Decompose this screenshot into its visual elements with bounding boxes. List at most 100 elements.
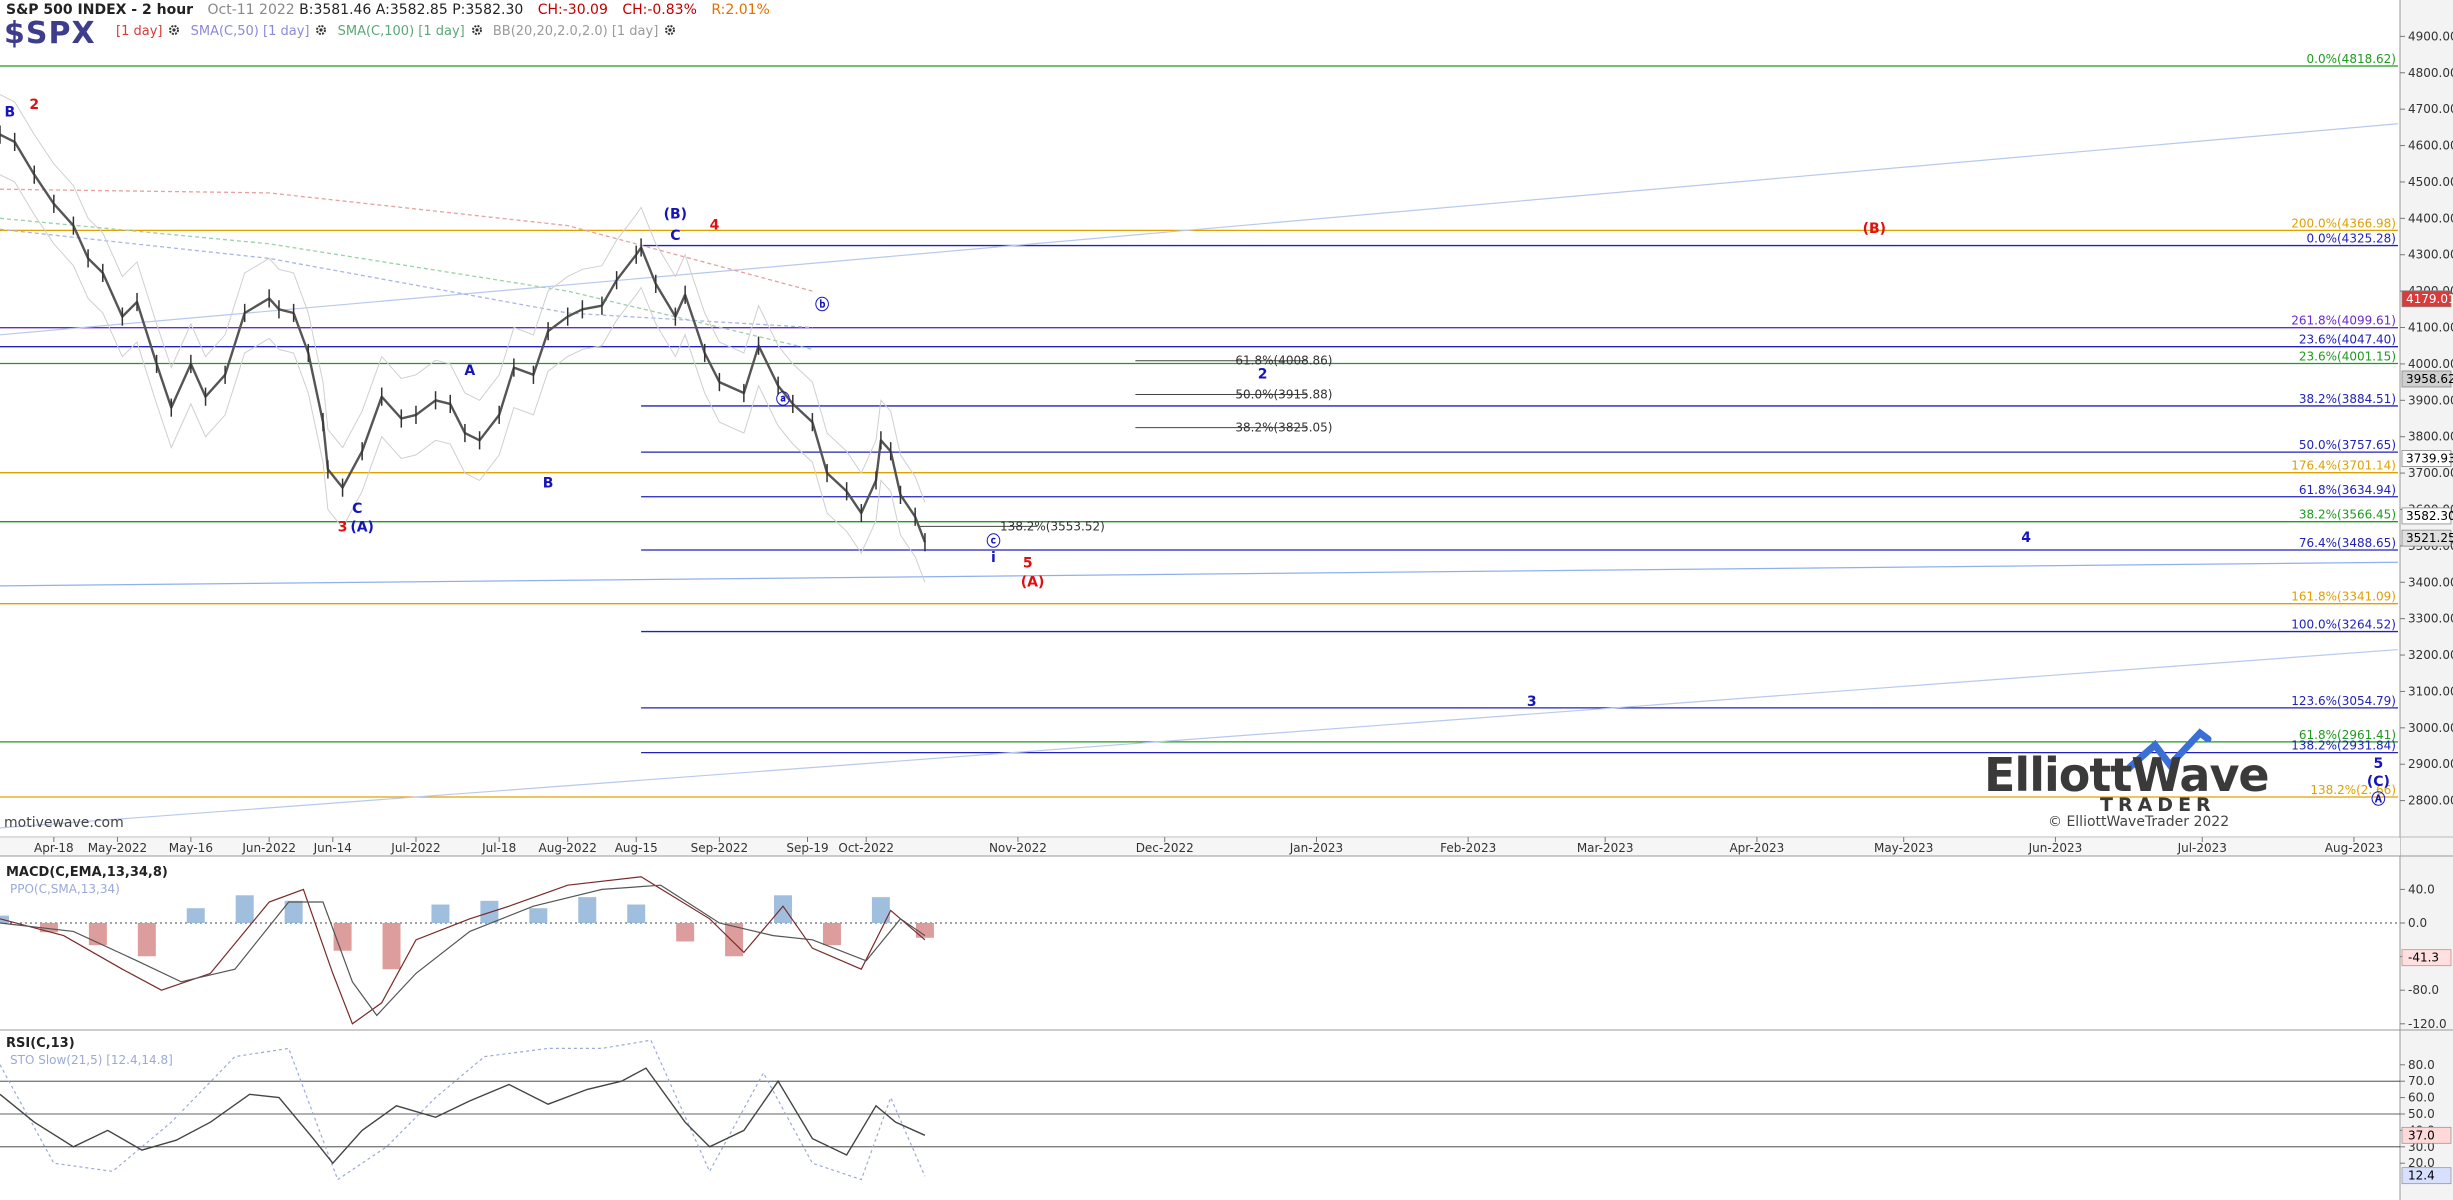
change-pct-value: CH:-0.83% [622,2,697,18]
wave-label: 3 [338,519,348,535]
y-tick-label: 3000.00 [2408,721,2453,735]
indicator-legend: [1 day] SMA(C,50) [1 day] SMA(C,100) [1 … [116,24,682,39]
fib-label: 0.0%(4325.28) [2307,232,2396,246]
fib-label: 50.0%(3757.65) [2299,438,2396,452]
wave-label: ⓐ [776,391,790,408]
x-tick-label: Jul-2023 [2177,841,2227,855]
wave-label: ⓑ [815,296,829,313]
rsi-y-tick-label: 20.0 [2408,1156,2435,1170]
x-tick-label: Dec-2022 [1136,841,1194,855]
rsi-value-tag-box [2401,1126,2452,1144]
x-tick-label: Jan-2023 [1289,841,1343,855]
logo-main-text: ElliottWave [1984,748,2269,802]
macd-histogram-bar [871,897,890,923]
wave-label: C [670,228,680,244]
fib-label: 38.2%(3566.45) [2299,508,2396,522]
fib-label: 100.0%(3264.52) [2291,618,2396,632]
wave-label: (A) [1021,575,1045,591]
wave-label: B [543,476,554,492]
gear-icon[interactable] [471,24,483,36]
short-fib-label: 50.0%(3915.88) [1235,388,1332,402]
y-tick-label: 4700.00 [2408,102,2453,116]
macd-histogram-bar [578,897,597,923]
wave-label: A [464,363,475,379]
indicator-4[interactable]: BB(20,20,2.0,2.0) [1 day] [492,24,659,39]
rsi-y-tick-label: 80.0 [2408,1058,2435,1072]
price-tag-label: 3739.93 [2406,452,2453,466]
bollinger-upper [0,94,926,503]
indicator-3[interactable]: SMA(C,100) [1 day] [337,24,465,39]
x-tick-label: May-2023 [1874,841,1933,855]
indicator-2[interactable]: SMA(C,50) [1 day] [190,24,310,39]
rsi-value-tag-label: 37.0 [2408,1128,2435,1142]
moving-average-line [0,228,813,329]
rsi-sub-label: STO Slow(21,5) [12.4,14.8] [10,1053,173,1067]
logo-sub-text: TRADER [2100,794,2216,815]
x-tick-label: May-2022 [88,841,147,855]
wave-label: 5 [1023,556,1033,572]
wave-label: C [352,501,362,517]
wave-label: 2 [29,97,39,113]
rsi-y-tick-label: 50.0 [2408,1107,2435,1121]
x-tick-label: May-16 [169,841,213,855]
y-tick-label: 3400.00 [2408,575,2453,589]
macd-line [0,876,926,1025]
rsi-y-tick-label: 60.0 [2408,1091,2435,1105]
fib-label: 200.0%(4366.98) [2291,216,2396,230]
y-tick-label: 3200.00 [2408,648,2453,662]
wave-label: (B) [1863,221,1886,237]
macd-histogram-bar [382,923,401,970]
copyright-text: © ElliottWaveTrader 2022 [2048,814,2230,830]
last-value: P:3582.30 [452,2,524,18]
fib-label: 138.2%(2..66) [2310,783,2396,797]
rsi-panel: RSI(C,13) STO Slow(21,5) [12.4,14.8] 80.0 7… [0,1036,2452,1185]
rsi-title: RSI(C,13) [6,1036,75,1051]
fib-label: 61.8%(3634.94) [2299,483,2396,497]
bar-date: Oct-11 2022 [207,2,295,18]
trendline [0,123,2399,336]
y-tick-label: 3900.00 [2408,393,2453,407]
y-tick-label: 3300.00 [2408,612,2453,626]
wave-label: 5 [2374,756,2384,772]
wave-label: i [991,550,996,566]
moving-average-line [0,217,813,351]
rsi-value-tag-label: 12.4 [2408,1169,2435,1183]
bollinger-lower [0,174,926,583]
gear-icon[interactable] [315,24,327,36]
fib-label: 176.4%(3701.14) [2291,459,2396,473]
short-fib-label: 61.8%(4008.86) [1235,354,1332,368]
rsi-line [0,1067,926,1165]
y-tick-label: 3100.00 [2408,684,2453,698]
y-tick-label: 4600.00 [2408,139,2453,153]
short-fibs: 61.8%(4008.86) 50.0%(3915.88) 38.2%(3825.0… [920,354,1332,533]
macd-histogram-bar [627,904,646,923]
gear-icon[interactable] [168,24,180,36]
macd-histogram-bar [137,923,156,957]
y-axis-strip [2400,0,2453,1200]
macd-y-tick-label: -80.0 [2408,983,2439,997]
bid-value: B:3581.46 [299,2,372,18]
indicator-1[interactable]: [1 day] [116,24,163,39]
macd-panel: MACD(C,EMA,13,34,8) PPO(C,SMA,13,34) 40.0 0… [0,865,2452,1031]
macd-y-tick-label: 40.0 [2408,882,2435,896]
rsi-value-tag-box [2401,1167,2452,1185]
price-tag-box [2401,450,2452,467]
macd-y-tick-label: -120.0 [2408,1017,2447,1031]
x-tick-label: Nov-2022 [989,841,1047,855]
x-tick-label: Aug-2022 [539,841,597,855]
price-tag-box [2401,290,2452,308]
moving-average-line [0,188,813,292]
wave-label: (C) [2367,774,2390,790]
y-tick-label: 4000.00 [2408,357,2453,371]
change-value: CH:-30.09 [537,2,608,18]
trendline [0,561,2399,587]
y-tick-label: 4500.00 [2408,175,2453,189]
short-fib-label: 38.2%(3825.05) [1235,421,1332,435]
gear-icon[interactable] [664,24,676,36]
symbol-label: $SPX [4,16,96,51]
wave-label: Ⓐ [2371,791,2385,808]
y-tick-label: 3800.00 [2408,430,2453,444]
y-tick-label: 4100.00 [2408,321,2453,335]
macd-value-tag-label: -41.3 [2408,951,2439,965]
